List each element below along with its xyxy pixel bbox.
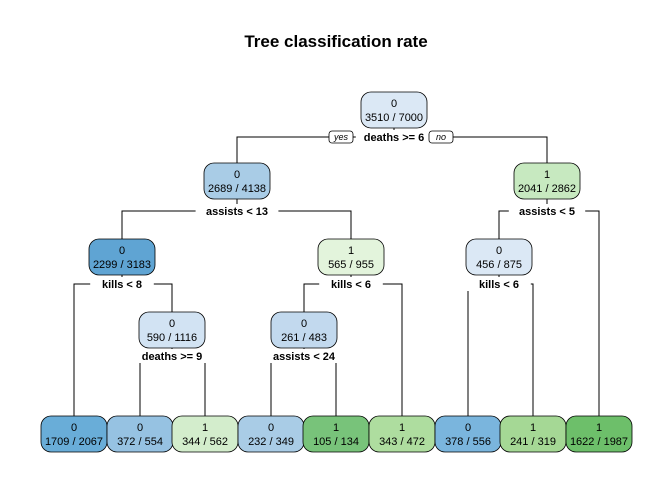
split-label: deaths >= 6: [364, 132, 425, 144]
node-counts: 261 / 483: [281, 332, 327, 344]
node-box: [270, 311, 338, 349]
no-label: no: [436, 132, 446, 142]
tree-node-n1: 0 3510 / 7000: [360, 91, 428, 129]
tree-node-n7: 0 590 / 1116: [138, 311, 206, 349]
no-label-box: [428, 130, 454, 144]
tree-node-l2: 0 372 / 554: [106, 415, 174, 453]
node-class: 1: [596, 422, 602, 434]
node-counts: 2041 / 2862: [518, 183, 576, 195]
node-box: [203, 162, 271, 200]
split-label: assists < 24: [273, 351, 336, 363]
tree-node-n2: 0 2689 / 4138: [203, 162, 271, 200]
node-box: [465, 238, 533, 276]
node-counts: 456 / 875: [476, 259, 522, 271]
node-box: [88, 238, 156, 276]
tree-node-n3: 1 2041 / 2862: [513, 162, 581, 200]
split-label: kills < 6: [479, 279, 519, 291]
node-counts: 1709 / 2067: [45, 436, 103, 448]
tree-nodes: 0 3510 / 7000 0 2689 / 4138 1 2041 / 2862 0 229…: [40, 91, 633, 453]
yes-label-box: [328, 130, 354, 144]
chart-title: Tree classification rate: [244, 32, 427, 51]
node-class: 1: [530, 422, 536, 434]
node-counts: 372 / 554: [117, 436, 163, 448]
tree-node-n6: 0 456 / 875: [465, 238, 533, 276]
node-counts: 3510 / 7000: [365, 112, 423, 124]
node-counts: 2299 / 3183: [93, 259, 151, 271]
node-class: 0: [268, 422, 274, 434]
node-counts: 344 / 562: [182, 436, 228, 448]
split-label-bg: [508, 204, 586, 218]
node-class: 0: [119, 245, 125, 257]
node-counts: 343 / 472: [379, 436, 425, 448]
node-counts: 1622 / 1987: [570, 436, 628, 448]
tree-node-l1: 0 1709 / 2067: [40, 415, 108, 453]
split-labels: deaths >= 6 yes no assists < 13 assists < 5 k…: [90, 130, 586, 363]
node-box: [565, 415, 633, 453]
node-class: 0: [71, 422, 77, 434]
node-box: [513, 162, 581, 200]
edge-s6: [467, 275, 534, 416]
split-label-bg: [467, 277, 531, 291]
node-box: [317, 238, 385, 276]
split-label-bg: [319, 277, 383, 291]
yes-label: yes: [333, 132, 349, 142]
node-class: 1: [348, 245, 354, 257]
tree-node-l8: 1 241 / 319: [499, 415, 567, 453]
node-counts: 232 / 349: [248, 436, 294, 448]
node-class: 0: [391, 98, 397, 110]
tree-node-n5: 1 565 / 955: [317, 238, 385, 276]
node-class: 0: [465, 422, 471, 434]
node-class: 1: [399, 422, 405, 434]
node-class: 0: [496, 245, 502, 257]
node-class: 1: [202, 422, 208, 434]
split-label-bg: [262, 349, 346, 363]
node-class: 1: [333, 422, 339, 434]
node-counts: 590 / 1116: [147, 332, 197, 344]
node-counts: 2689 / 4138: [208, 183, 266, 195]
tree-node-n4: 0 2299 / 3183: [88, 238, 156, 276]
tree-node-l9: 1 1622 / 1987: [565, 415, 633, 453]
split-label: kills < 8: [102, 279, 142, 291]
split-label-bg: [133, 349, 211, 363]
tree-node-l5: 1 105 / 134: [302, 415, 370, 453]
node-counts: 241 / 319: [510, 436, 556, 448]
tree-node-l3: 1 344 / 562: [171, 415, 239, 453]
split-label: deaths >= 9: [142, 351, 203, 363]
split-label-bg: [90, 277, 154, 291]
node-class: 0: [137, 422, 143, 434]
split-label-bg: [355, 130, 433, 144]
node-box: [138, 311, 206, 349]
node-class: 1: [544, 169, 550, 181]
split-label: assists < 5: [519, 206, 575, 218]
split-label: assists < 13: [206, 206, 268, 218]
split-label: kills < 6: [331, 279, 371, 291]
node-class: 0: [234, 169, 240, 181]
tree-node-l4: 0 232 / 349: [237, 415, 305, 453]
tree-node-n8: 0 261 / 483: [270, 311, 338, 349]
node-counts: 378 / 556: [445, 436, 491, 448]
tree-node-l6: 1 343 / 472: [368, 415, 436, 453]
node-counts: 105 / 134: [313, 436, 359, 448]
node-class: 0: [301, 318, 307, 330]
tree-node-l7: 0 378 / 556: [434, 415, 502, 453]
node-box: [360, 91, 428, 129]
edge-s3: [498, 199, 600, 416]
node-counts: 565 / 955: [328, 259, 374, 271]
node-class: 0: [169, 318, 175, 330]
split-label-bg: [195, 204, 279, 218]
